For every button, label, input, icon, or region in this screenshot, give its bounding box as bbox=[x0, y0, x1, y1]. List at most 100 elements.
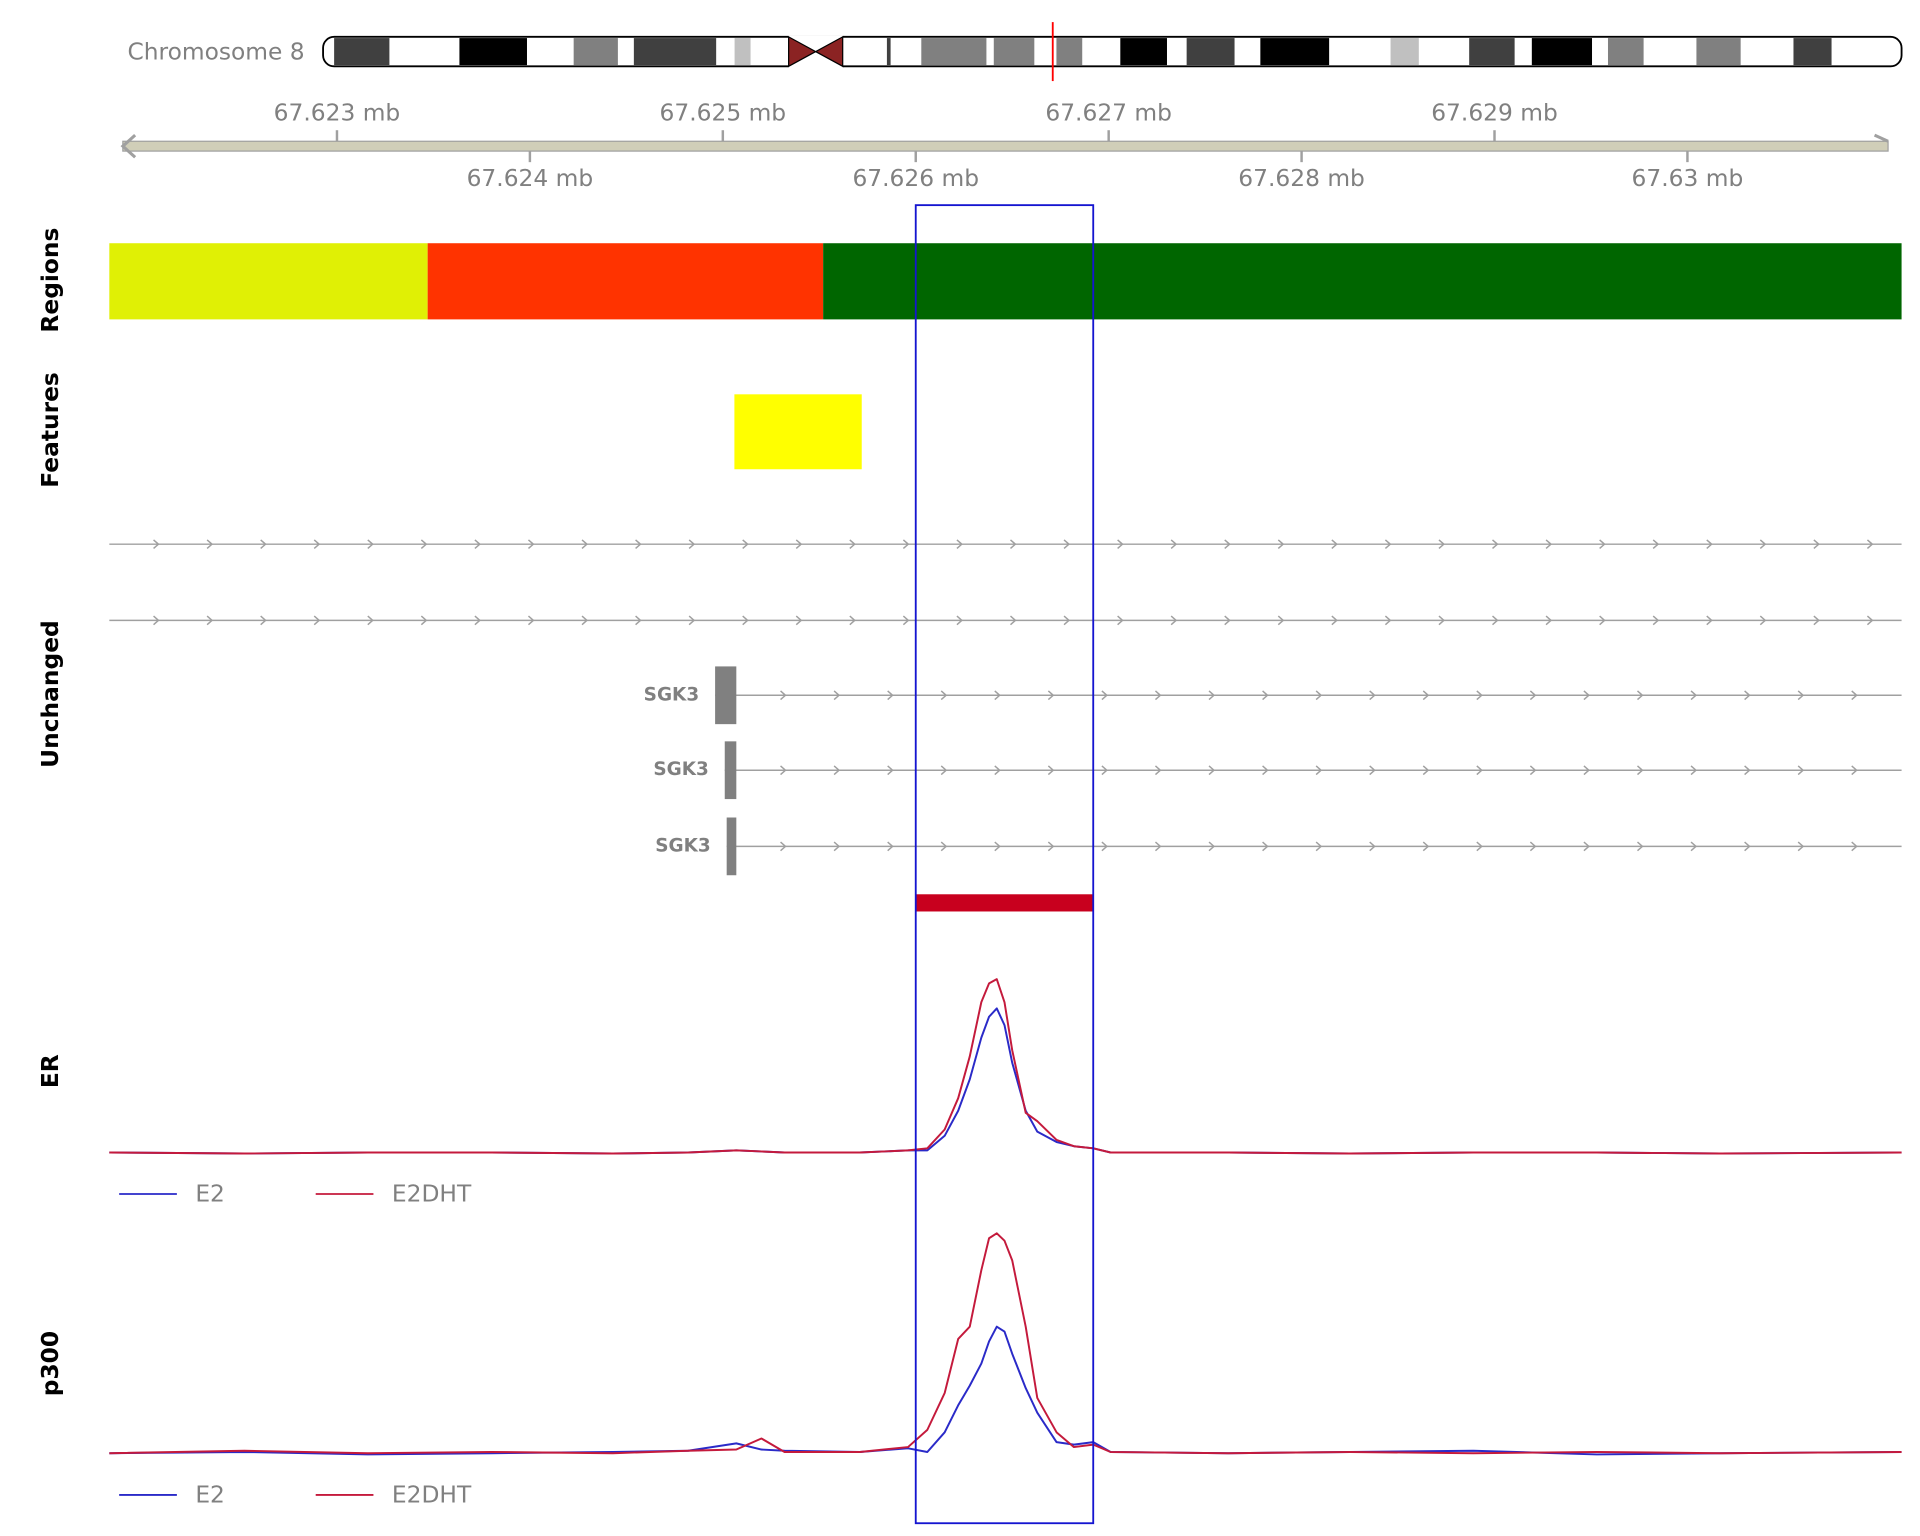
genome-axis bbox=[120, 133, 1889, 159]
feature bbox=[734, 394, 862, 470]
strand-arrow bbox=[260, 615, 267, 626]
strand-arrow bbox=[1384, 539, 1392, 550]
strand-arrow bbox=[1492, 539, 1499, 550]
exon bbox=[726, 817, 737, 876]
strand-arrow bbox=[1170, 539, 1178, 550]
strand-arrow bbox=[1224, 615, 1231, 626]
strand-arrow bbox=[1010, 539, 1017, 550]
strand-arrow bbox=[887, 690, 894, 701]
strand-arrow bbox=[313, 539, 321, 550]
strand-arrow bbox=[1101, 765, 1108, 776]
strand-arrow bbox=[1759, 539, 1767, 550]
strand-arrow bbox=[1208, 690, 1216, 701]
strand-arrow bbox=[1047, 765, 1055, 776]
signal-line bbox=[109, 1007, 1902, 1155]
strand-arrow bbox=[742, 539, 749, 550]
strand-arrow bbox=[994, 841, 1001, 852]
strand-arrow bbox=[206, 539, 214, 550]
strand-arrow bbox=[1331, 615, 1338, 626]
strand-arrow bbox=[1369, 841, 1376, 852]
strand-arrow bbox=[1262, 690, 1269, 701]
x-tick-label: 67.627 mb bbox=[1045, 99, 1172, 127]
legend-label: E2 bbox=[195, 1481, 225, 1509]
strand-arrow bbox=[1583, 690, 1590, 701]
gene-label: SGK3 bbox=[653, 759, 708, 780]
strand-arrow bbox=[1476, 765, 1483, 776]
signal-line bbox=[109, 978, 1902, 1155]
x-tick-label: 67.629 mb bbox=[1431, 99, 1558, 127]
signal-line bbox=[109, 1232, 1902, 1455]
strand-arrow bbox=[1277, 615, 1285, 626]
strand-arrow bbox=[1583, 841, 1590, 852]
strand-arrow bbox=[1010, 615, 1017, 626]
strand-arrow bbox=[1384, 615, 1392, 626]
strand-arrow bbox=[1369, 690, 1376, 701]
axis-arrow bbox=[1873, 133, 1889, 143]
strand-arrow bbox=[1154, 690, 1162, 701]
strand-arrow bbox=[1476, 841, 1483, 852]
ideogram-outline bbox=[322, 35, 1903, 68]
strand-arrow bbox=[887, 841, 894, 852]
strand-arrow bbox=[1744, 765, 1751, 776]
strand-arrow bbox=[1866, 615, 1874, 626]
strand-arrow bbox=[1851, 765, 1858, 776]
strand-arrow bbox=[956, 615, 963, 626]
region bbox=[109, 243, 428, 320]
track-label: ER bbox=[36, 1054, 64, 1088]
strand-arrow bbox=[1851, 841, 1858, 852]
strand-arrow bbox=[1208, 765, 1216, 776]
strand-arrow bbox=[153, 615, 160, 626]
strand-arrow bbox=[1545, 539, 1553, 550]
strand-arrow bbox=[1438, 539, 1445, 550]
strand-arrow bbox=[1063, 539, 1071, 550]
strand-arrow bbox=[153, 539, 160, 550]
strand-arrow bbox=[994, 765, 1001, 776]
x-tick-label: 67.628 mb bbox=[1238, 164, 1365, 192]
strand-arrow bbox=[1101, 690, 1108, 701]
strand-arrow bbox=[474, 539, 481, 550]
centromere bbox=[788, 35, 817, 68]
strand-arrow bbox=[367, 615, 374, 626]
strand-arrow bbox=[1690, 841, 1698, 852]
strand-arrow bbox=[795, 539, 803, 550]
chromosome-label: Chromosome 8 bbox=[127, 37, 304, 65]
strand-arrow bbox=[1262, 841, 1269, 852]
strand-arrow bbox=[1583, 765, 1590, 776]
track-label: Regions bbox=[36, 228, 64, 333]
strand-arrow bbox=[1866, 539, 1874, 550]
centromere bbox=[814, 35, 844, 68]
strand-arrow bbox=[688, 539, 696, 550]
strand-arrow bbox=[1636, 765, 1644, 776]
strand-arrow bbox=[833, 690, 841, 701]
strand-arrow bbox=[1652, 539, 1660, 550]
strand-arrow bbox=[849, 615, 856, 626]
track-label: Unchanged bbox=[36, 620, 64, 768]
strand-arrow bbox=[1047, 690, 1055, 701]
strand-arrow bbox=[1063, 615, 1071, 626]
strand-arrow bbox=[1797, 690, 1805, 701]
strand-arrow bbox=[1599, 615, 1606, 626]
strand-arrow bbox=[1154, 765, 1162, 776]
strand-arrow bbox=[206, 615, 214, 626]
strand-arrow bbox=[1813, 539, 1820, 550]
strand-arrow bbox=[635, 615, 642, 626]
ideogram-bands bbox=[334, 38, 1832, 66]
strand-arrow bbox=[1047, 841, 1055, 852]
strand-arrow bbox=[1422, 841, 1430, 852]
strand-arrow bbox=[902, 539, 910, 550]
strand-arrow bbox=[1422, 690, 1430, 701]
region bbox=[427, 243, 824, 320]
strand-arrow bbox=[1636, 841, 1644, 852]
strand-arrow bbox=[1529, 841, 1537, 852]
strand-arrow bbox=[1331, 539, 1338, 550]
strand-arrow bbox=[1369, 765, 1376, 776]
strand-arrow bbox=[1438, 615, 1445, 626]
strand-arrow bbox=[833, 765, 841, 776]
strand-arrow bbox=[994, 690, 1001, 701]
strand-arrow bbox=[1315, 765, 1323, 776]
highlight-box bbox=[914, 204, 1095, 1525]
exon bbox=[715, 666, 737, 725]
strand-arrow bbox=[420, 539, 428, 550]
